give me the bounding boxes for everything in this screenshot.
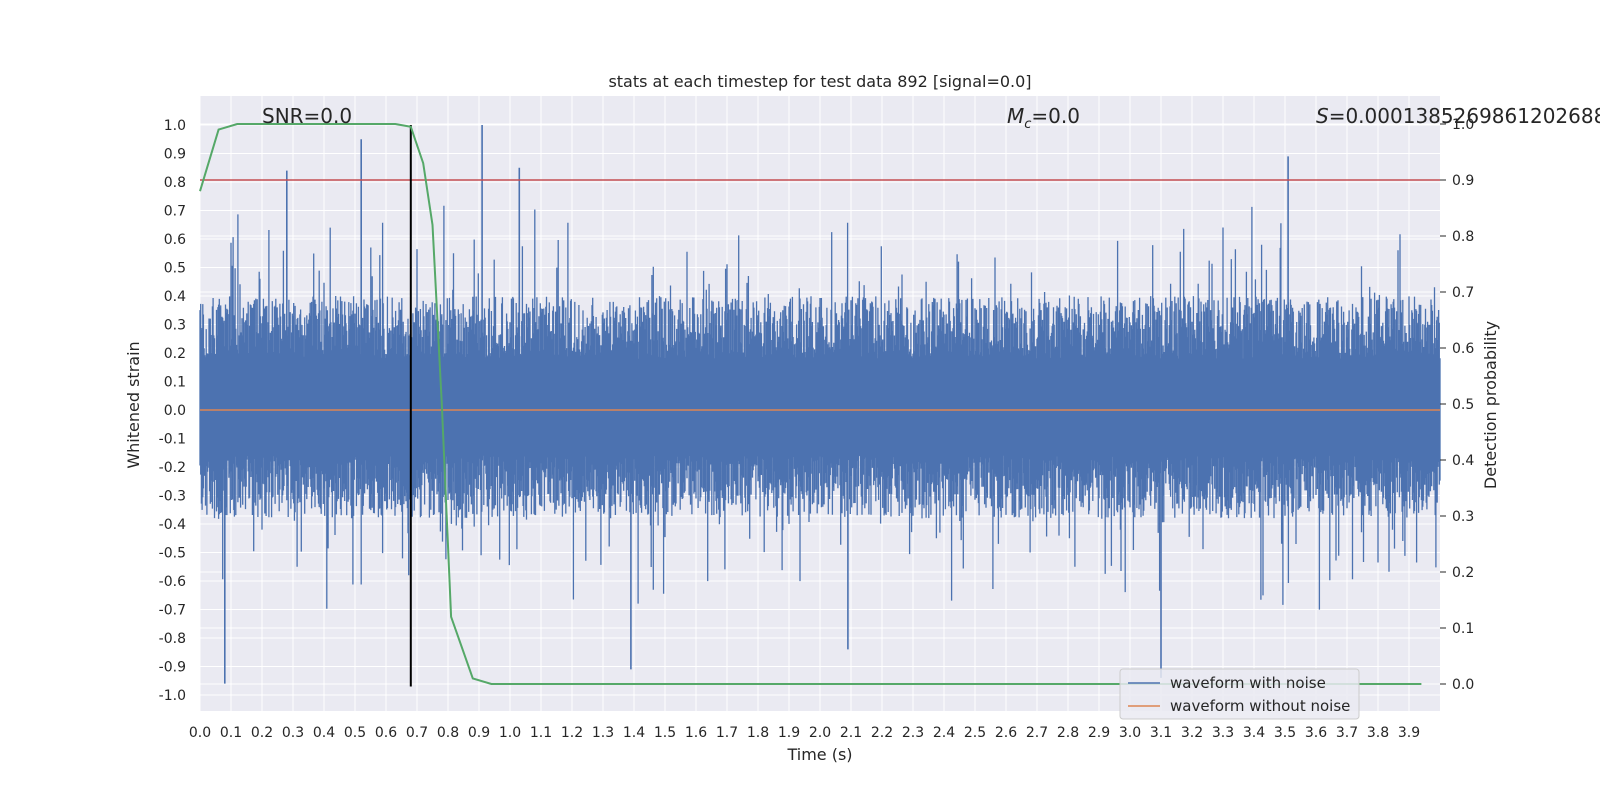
x-tick-label: 2.7: [1026, 725, 1048, 741]
y-tick-label: 0.7: [164, 204, 186, 220]
x-tick-label: 2.8: [1057, 725, 1079, 741]
y-tick-label: 0.0: [164, 403, 186, 419]
y2-tick-label: 0.5: [1452, 397, 1474, 413]
x-tick-label: 3.3: [1212, 725, 1234, 741]
y-tick-label: 0.3: [164, 318, 186, 334]
y-tick-label: -0.5: [159, 546, 186, 562]
y-tick-label: 0.2: [164, 346, 186, 362]
x-tick-label: 3.6: [1305, 725, 1327, 741]
y-tick-label: -0.4: [159, 517, 186, 533]
x-tick-label: 3.9: [1398, 725, 1420, 741]
y-tick-label: -0.7: [159, 603, 186, 619]
x-tick-label: 0.2: [251, 725, 273, 741]
x-tick-label: 1.6: [685, 725, 707, 741]
x-tick-label: 2.4: [933, 725, 955, 741]
y-tick-label: -1.0: [159, 688, 186, 704]
y2-tick-label: 0.1: [1452, 621, 1474, 637]
x-tick-label: 3.8: [1367, 725, 1389, 741]
x-tick-label: 1.4: [623, 725, 645, 741]
y2-tick-label: 0.3: [1452, 509, 1474, 525]
x-tick-label: 3.7: [1336, 725, 1358, 741]
x-tick-label: 1.7: [716, 725, 738, 741]
x-tick-label: 0.9: [468, 725, 490, 741]
y-tick-label: 0.8: [164, 175, 186, 191]
y-tick-label: -0.2: [159, 460, 186, 476]
mc-annotation: Mc=0.0: [1007, 104, 1080, 132]
y2-tick-label: 0.8: [1452, 229, 1474, 245]
x-tick-label: 0.5: [344, 725, 366, 741]
noisy-waveform-path: [199, 205, 1441, 610]
x-tick-label: 1.3: [592, 725, 614, 741]
x-tick-label: 0.6: [375, 725, 397, 741]
y-tick-label: -0.8: [159, 631, 186, 647]
legend-box: [1119, 668, 1360, 720]
mc-symbol: M: [1007, 104, 1024, 128]
y-tick-label: 0.4: [164, 289, 186, 305]
x-tick-label: 2.5: [964, 725, 986, 741]
x-tick-label: 2.3: [902, 725, 924, 741]
x-tick-label: 1.2: [561, 725, 583, 741]
legend-label-noisy: waveform with noise: [1170, 674, 1326, 692]
x-tick-label: 1.5: [654, 725, 676, 741]
y2-axis-ticks: 1.0 0.9 0.8 0.7 0.6 0.5 0.4 0.3 0.2 0.1 0.0: [1440, 117, 1474, 693]
y2-tick-label: 0.4: [1452, 453, 1474, 469]
x-tick-label: 0.1: [220, 725, 242, 741]
y-axis-ticks: 1.0 0.9 0.8 0.7 0.6 0.5 0.4 0.3 0.2 0.1 0.0 -0.1 -0.…: [159, 118, 186, 704]
legend: waveform with noise waveform without noi…: [1119, 668, 1360, 720]
x-tick-label: 3.2: [1181, 725, 1203, 741]
x-tick-label: 1.9: [778, 725, 800, 741]
y-tick-label: 0.9: [164, 147, 186, 163]
mc-value: =0.0: [1031, 104, 1080, 128]
x-tick-label: 0.8: [437, 725, 459, 741]
x-axis-ticks: 0.0 0.1 0.2 0.3 0.4 0.5 0.6 0.7 0.8 0.9 1.0 1.1 1.2 1…: [189, 725, 1420, 741]
y-tick-label: -0.6: [159, 574, 186, 590]
x-tick-label: 1.8: [747, 725, 769, 741]
x-tick-label: 1.1: [530, 725, 552, 741]
x-tick-label: 0.0: [189, 725, 211, 741]
y-axis-label: Whitened strain: [124, 341, 143, 468]
y-tick-label: -0.1: [159, 432, 186, 448]
x-tick-label: 3.5: [1274, 725, 1296, 741]
x-tick-label: 3.1: [1150, 725, 1172, 741]
mc-subscript: c: [1024, 117, 1031, 132]
x-axis-label: Time (s): [786, 745, 852, 764]
x-tick-label: 2.1: [840, 725, 862, 741]
noisy-waveform-series: [199, 125, 1441, 684]
x-tick-label: 0.4: [313, 725, 335, 741]
snr-annotation: SNR=0.0: [262, 104, 352, 128]
x-tick-label: 3.0: [1119, 725, 1141, 741]
y-tick-label: -0.9: [159, 660, 186, 676]
y-tick-label: 0.5: [164, 261, 186, 277]
chart-title: stats at each timestep for test data 892…: [608, 72, 1031, 91]
legend-label-clean: waveform without noise: [1170, 697, 1350, 715]
x-tick-label: 2.6: [995, 725, 1017, 741]
y-tick-label: 0.1: [164, 375, 186, 391]
x-tick-label: 1.0: [499, 725, 521, 741]
x-tick-label: 2.9: [1088, 725, 1110, 741]
s-symbol: S: [1316, 104, 1329, 128]
y2-tick-label: 0.2: [1452, 565, 1474, 581]
y2-tick-label: 0.9: [1452, 173, 1474, 189]
x-tick-label: 3.4: [1243, 725, 1265, 741]
y-tick-label: 1.0: [164, 118, 186, 134]
y-tick-label: -0.3: [159, 489, 186, 505]
detection-probability-line: [199, 123, 1422, 685]
y2-tick-label: 0.6: [1452, 341, 1474, 357]
s-annotation: S=0.00013852698612026882: [1316, 104, 1600, 128]
x-tick-label: 2.2: [871, 725, 893, 741]
x-tick-label: 0.7: [406, 725, 428, 741]
y-tick-label: 0.6: [164, 232, 186, 248]
y2-tick-label: 1.0: [1452, 117, 1474, 133]
y2-tick-label: 0.7: [1452, 285, 1474, 301]
x-tick-label: 2.0: [809, 725, 831, 741]
y2-tick-label: 0.0: [1452, 677, 1474, 693]
s-value: =0.00013852698612026882: [1329, 104, 1600, 128]
x-tick-label: 0.3: [282, 725, 304, 741]
series-lines: [199, 123, 1440, 687]
y2-axis-label: Detection probability: [1481, 321, 1500, 489]
